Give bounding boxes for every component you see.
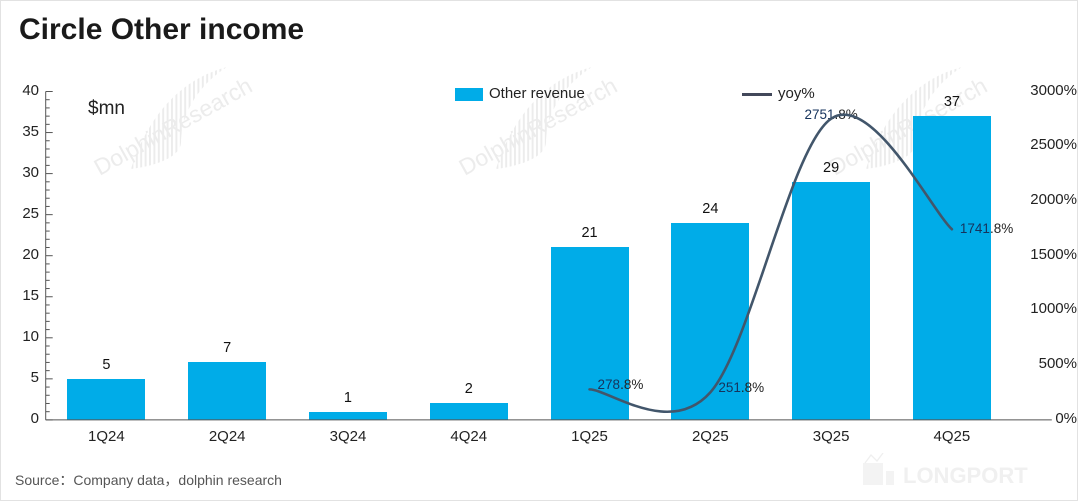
svg-text:LONGPORT: LONGPORT bbox=[903, 463, 1028, 488]
